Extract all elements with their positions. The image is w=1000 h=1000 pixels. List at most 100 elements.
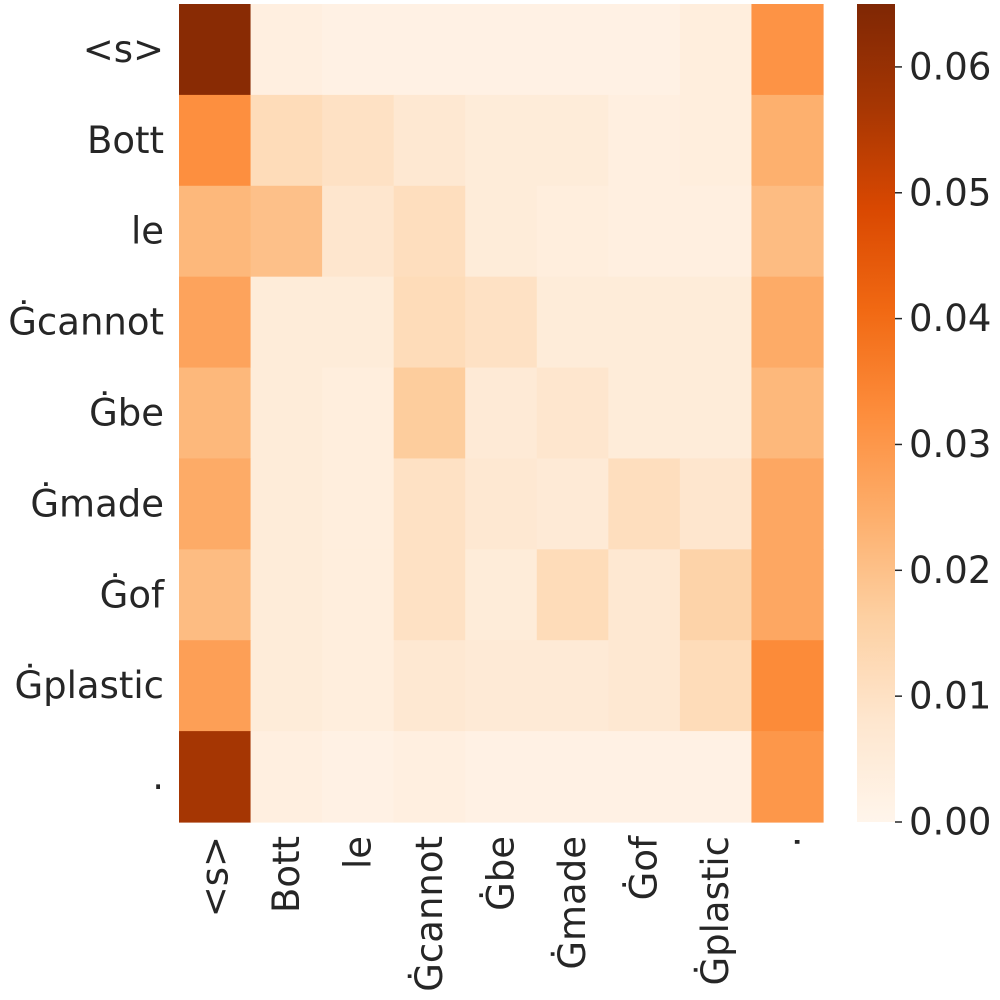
heatmap-cell bbox=[179, 185, 252, 278]
y-tick-label: <s> bbox=[83, 28, 164, 71]
heatmap-cell bbox=[250, 549, 323, 641]
heatmap-cell bbox=[393, 549, 466, 641]
heatmap-cell bbox=[608, 367, 681, 460]
heatmap-cell bbox=[179, 640, 252, 732]
x-tick-label: Bott bbox=[265, 836, 308, 913]
y-axis-tick-labels: <s> Bott le Ġcannot Ġbe Ġmade Ġof Ġplastic. bbox=[8, 28, 165, 798]
heatmap-cell bbox=[536, 458, 609, 550]
colorbar-tick-label: 0.05 bbox=[909, 171, 991, 214]
colorbar bbox=[857, 4, 895, 822]
heatmap-cell bbox=[536, 640, 609, 732]
y-tick-label: Ġcannot bbox=[8, 301, 164, 344]
heatmap-cell bbox=[250, 4, 323, 96]
heatmap-cell bbox=[179, 549, 252, 641]
heatmap-cell bbox=[322, 640, 395, 732]
heatmap-cell bbox=[465, 458, 538, 550]
y-tick-label: Bott bbox=[87, 119, 164, 162]
colorbar-tick-labels: 0.00 0.01 0.02 0.03 0.04 0.05 0.06 bbox=[895, 45, 991, 844]
heatmap-cell bbox=[679, 94, 753, 187]
heatmap-cell bbox=[536, 276, 609, 369]
heatmap-cell bbox=[393, 276, 466, 369]
heatmap-cell bbox=[393, 458, 466, 550]
heatmap-cell bbox=[679, 549, 753, 641]
heatmap-cell bbox=[608, 731, 681, 823]
heatmap-cell bbox=[322, 276, 395, 369]
heatmap-cell bbox=[608, 94, 681, 187]
x-tick-label: Ġplastic bbox=[694, 836, 737, 986]
heatmap-cell bbox=[465, 276, 538, 369]
heatmap-cell bbox=[536, 367, 609, 460]
heatmap-cell bbox=[465, 367, 538, 460]
heatmap-cell bbox=[179, 276, 252, 369]
heatmap-cell bbox=[250, 94, 323, 187]
heatmap-cell bbox=[608, 185, 681, 278]
heatmap-cell bbox=[465, 549, 538, 641]
heatmap-cell bbox=[536, 549, 609, 641]
heatmap-cell bbox=[608, 458, 681, 550]
heatmap-cell bbox=[536, 185, 609, 278]
heatmap-cell bbox=[393, 731, 466, 823]
heatmap-cell bbox=[322, 4, 395, 96]
heatmap-cell bbox=[751, 94, 824, 187]
heatmap-cell bbox=[250, 458, 323, 550]
heatmap-cell bbox=[179, 367, 252, 460]
heatmap-cells bbox=[179, 4, 824, 823]
heatmap-cell bbox=[322, 94, 395, 187]
heatmap-cell bbox=[608, 640, 681, 732]
heatmap-cell bbox=[179, 94, 252, 187]
heatmap-cell bbox=[322, 185, 395, 278]
colorbar-tick-label: 0.00 bbox=[909, 801, 991, 844]
x-tick-label: <s> bbox=[193, 836, 236, 917]
heatmap-cell bbox=[250, 185, 323, 278]
heatmap-cell bbox=[751, 4, 824, 96]
heatmap-cell bbox=[751, 185, 824, 278]
x-tick-label: Ġbe bbox=[480, 836, 523, 911]
colorbar-tick-label: 0.02 bbox=[909, 549, 991, 592]
x-tick-label: le bbox=[336, 836, 379, 869]
heatmap-cell bbox=[751, 367, 824, 460]
heatmap-cell bbox=[751, 458, 824, 550]
heatmap-cell bbox=[179, 4, 252, 96]
heatmap-cell bbox=[250, 731, 323, 823]
x-tick-label: . bbox=[766, 836, 809, 848]
y-tick-label: le bbox=[131, 210, 164, 253]
y-tick-label: Ġmade bbox=[30, 482, 164, 525]
heatmap-cell bbox=[751, 731, 824, 823]
heatmap-cell bbox=[179, 458, 252, 550]
heatmap-cell bbox=[679, 185, 753, 278]
colorbar-tick-label: 0.06 bbox=[909, 45, 991, 88]
colorbar-tick-label: 0.01 bbox=[909, 675, 991, 718]
heatmap-cell bbox=[393, 367, 466, 460]
heatmap-cell bbox=[393, 640, 466, 732]
heatmap-cell bbox=[322, 367, 395, 460]
heatmap-cell bbox=[322, 458, 395, 550]
heatmap-cell bbox=[465, 94, 538, 187]
heatmap-cell bbox=[322, 549, 395, 641]
heatmap-cell bbox=[608, 4, 681, 96]
heatmap-cell bbox=[465, 640, 538, 732]
colorbar-tick-label: 0.04 bbox=[909, 297, 991, 340]
heatmap-cell bbox=[465, 185, 538, 278]
y-tick-label: Ġof bbox=[100, 573, 165, 616]
heatmap-cell bbox=[608, 276, 681, 369]
heatmap-cell bbox=[250, 367, 323, 460]
heatmap-cell bbox=[751, 276, 824, 369]
heatmap-cell bbox=[679, 458, 753, 550]
heatmap-cell bbox=[751, 549, 824, 641]
heatmap-cell bbox=[536, 4, 609, 96]
heatmap-cell bbox=[679, 640, 753, 732]
x-tick-label: Ġcannot bbox=[408, 836, 451, 992]
x-tick-label: Ġof bbox=[623, 835, 666, 900]
heatmap-cell bbox=[322, 731, 395, 823]
heatmap-cell bbox=[465, 4, 538, 96]
y-tick-label: Ġplastic bbox=[14, 664, 164, 707]
y-tick-label: Ġbe bbox=[89, 392, 164, 435]
heatmap-cell bbox=[179, 731, 252, 823]
x-tick-label: Ġmade bbox=[551, 836, 594, 970]
y-tick-label: . bbox=[152, 755, 164, 798]
heatmap-cell bbox=[536, 731, 609, 823]
heatmap-cell bbox=[608, 549, 681, 641]
heatmap-cell bbox=[679, 731, 753, 823]
heatmap-cell bbox=[536, 94, 609, 187]
